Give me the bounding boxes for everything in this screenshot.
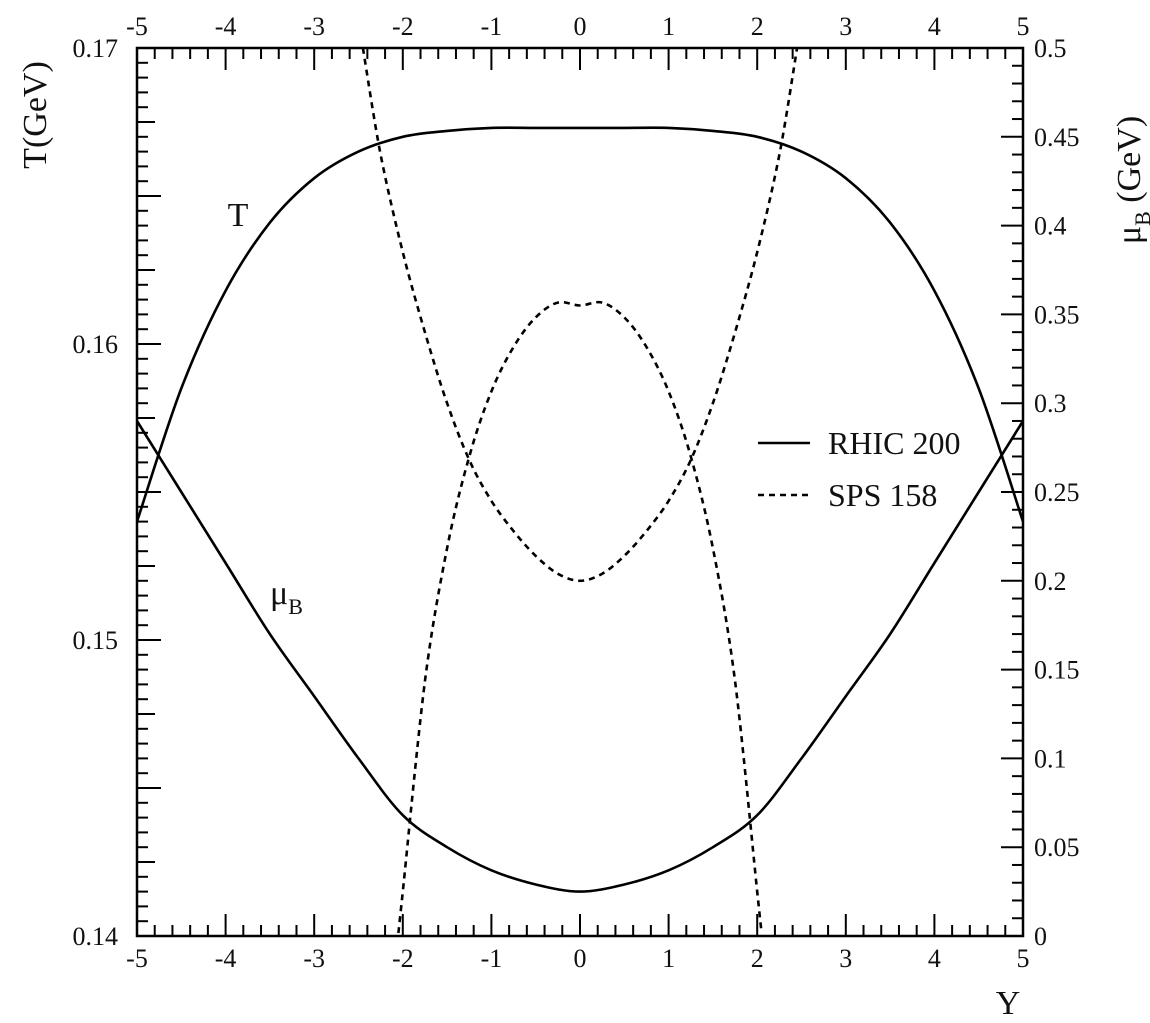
y-left-tick-label: 0.17 xyxy=(73,34,119,63)
annotation-muB-main: μ xyxy=(270,575,288,612)
rhic-200-T-curve xyxy=(135,126,1025,523)
x-tick-label-top: -1 xyxy=(481,12,503,41)
x-tick-label-bottom: -3 xyxy=(303,944,325,973)
sps-158-muB-curve xyxy=(361,47,799,583)
y-right-tick-label: 0.3 xyxy=(1034,389,1067,418)
x-tick-label-bottom: -4 xyxy=(215,944,237,973)
y-right-tick-label: 0.2 xyxy=(1034,567,1067,596)
annotation-muB-sub: B xyxy=(288,594,303,619)
annotation-muB: μB xyxy=(270,575,303,619)
x-tick-label-top: 0 xyxy=(574,12,587,41)
x-tick-label-bottom: -1 xyxy=(481,944,503,973)
y-right-tick-label: 0.05 xyxy=(1034,833,1080,862)
y-left-tick-label: 0.16 xyxy=(73,330,119,359)
y-right-axis-title-sub: B xyxy=(1130,211,1150,226)
rhic-200-muB-curve xyxy=(135,420,1025,893)
x-tick-label-bottom: 3 xyxy=(839,944,852,973)
y-right-axis-title-unit: (GeV) xyxy=(1111,116,1148,211)
y-right-tick-label: 0.4 xyxy=(1034,212,1067,241)
sps-158-T-curve xyxy=(397,300,763,934)
x-tick-label-bottom: 0 xyxy=(574,944,587,973)
legend-label-rhic: RHIC 200 xyxy=(828,425,960,461)
x-tick-label-top: -3 xyxy=(303,12,325,41)
annotation-T: T xyxy=(228,197,249,234)
x-tick-label-bottom: 1 xyxy=(662,944,675,973)
axis-tick-labels: -5 -5 -4 -4 -3 -3 -2 -2 -1 -1 0 0 1 1 2 2 3 3 4 4 5 5 0.14 0.15… xyxy=(73,12,1080,973)
x-tick-label-top: 1 xyxy=(662,12,675,41)
legend-label-sps: SPS 158 xyxy=(828,477,937,513)
x-axis-title: Y xyxy=(996,985,1021,1022)
x-tick-label-top: 5 xyxy=(1017,12,1030,41)
y-right-axis-title: μB (GeV) xyxy=(1111,116,1150,244)
x-tick-label-top: -2 xyxy=(392,12,414,41)
y-left-tick-label: 0.14 xyxy=(73,922,119,951)
y-right-tick-label: 0.15 xyxy=(1034,656,1080,685)
y-right-axis-title-main: μ xyxy=(1111,226,1148,244)
x-tick-label-top: -4 xyxy=(215,12,237,41)
x-tick-label-bottom: 5 xyxy=(1017,944,1030,973)
y-left-axis-title: T(GeV) xyxy=(17,61,54,169)
y-right-tick-label: 0.45 xyxy=(1034,123,1080,152)
x-tick-label-bottom: 2 xyxy=(751,944,764,973)
x-tick-label-top: 4 xyxy=(928,12,941,41)
y-right-tick-label: 0 xyxy=(1034,922,1047,951)
x-tick-label-top: 2 xyxy=(751,12,764,41)
curves xyxy=(135,47,1025,934)
x-tick-label-bottom: -2 xyxy=(392,944,414,973)
y-right-tick-label: 0.35 xyxy=(1034,300,1080,329)
x-tick-label-bottom: -5 xyxy=(126,944,148,973)
y-right-tick-label: 0.5 xyxy=(1034,34,1067,63)
x-tick-label-bottom: 4 xyxy=(928,944,941,973)
y-right-tick-label: 0.25 xyxy=(1034,478,1080,507)
y-left-tick-label: 0.15 xyxy=(73,626,119,655)
legend: RHIC 200 SPS 158 xyxy=(758,425,960,513)
x-tick-label-top: -5 xyxy=(126,12,148,41)
axis-ticks xyxy=(136,47,1024,937)
x-tick-label-top: 3 xyxy=(839,12,852,41)
y-right-tick-label: 0.1 xyxy=(1034,744,1067,773)
